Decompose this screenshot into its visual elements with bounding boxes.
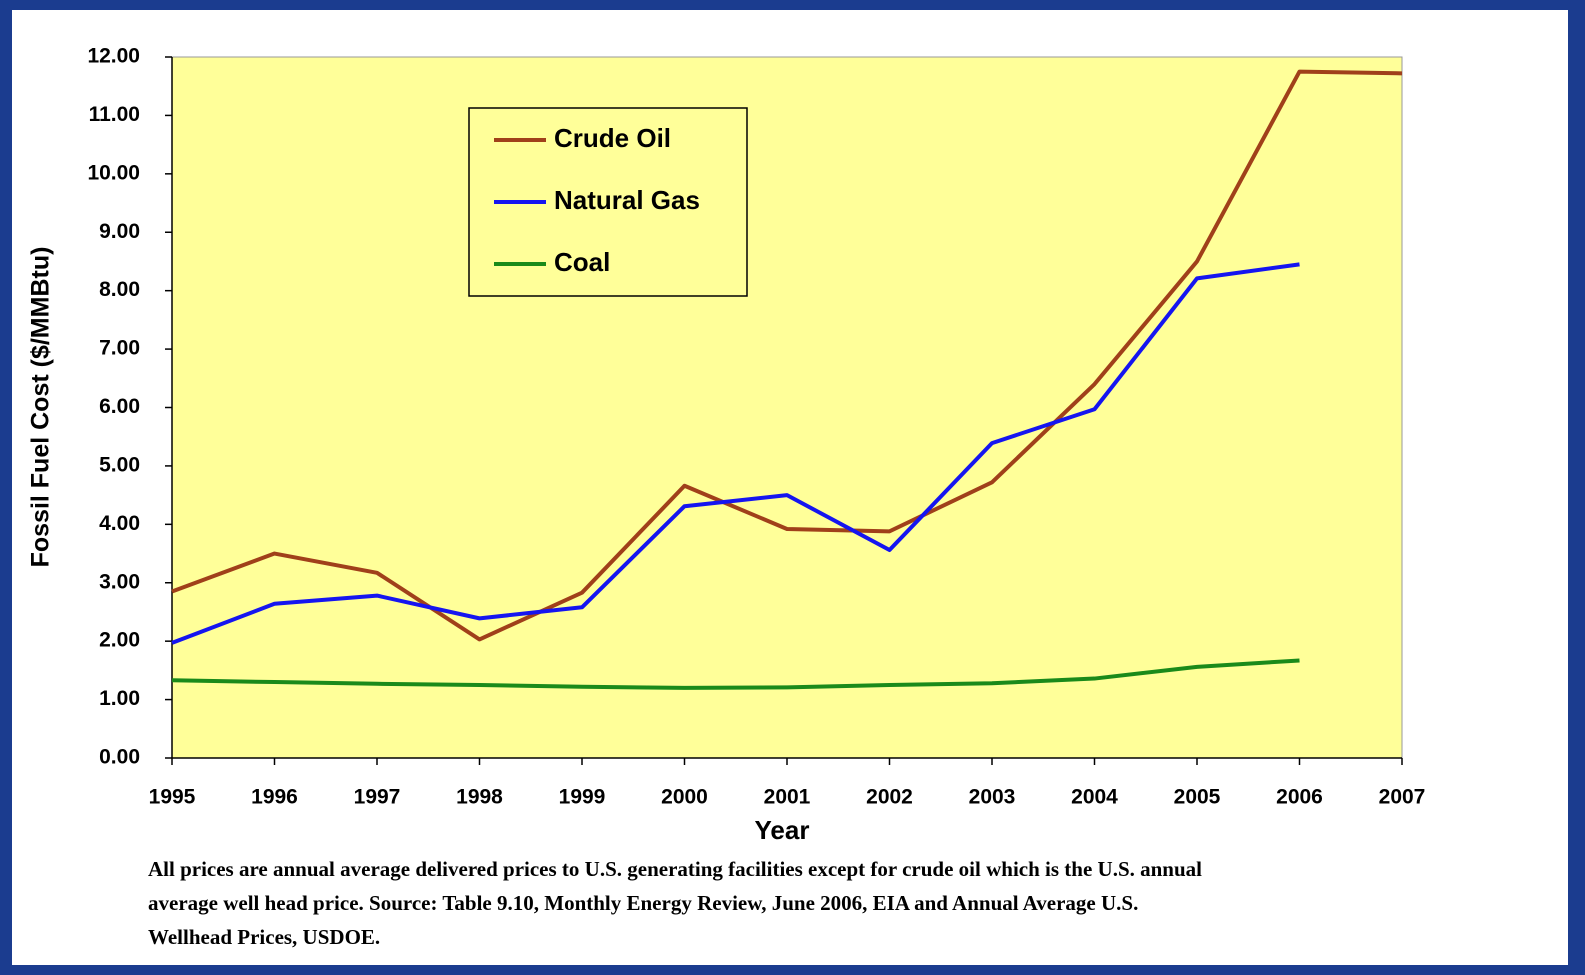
x-tick-label: 1998 [456, 786, 503, 809]
x-tick-label: 2000 [661, 786, 708, 809]
y-tick-label: 11.00 [89, 103, 140, 126]
y-tick-label: 6.00 [99, 395, 140, 418]
x-tick-label: 2005 [1174, 786, 1221, 809]
footnote: average well head price. Source: Table 9… [148, 891, 1138, 915]
y-axis-label: Fossil Fuel Cost ($/MMBtu) [27, 247, 55, 568]
series-line [171, 69, 1403, 642]
x-tick-label: 1995 [149, 786, 196, 809]
x-tick-label: 2001 [764, 786, 811, 809]
y-tick-label: 12.00 [87, 45, 140, 68]
x-tick-label: 1996 [251, 786, 298, 809]
y-tick-label: 8.00 [99, 278, 140, 301]
x-tick-label: 1997 [354, 786, 401, 809]
y-tick-label: 1.00 [99, 687, 140, 710]
x-tick-label: 2004 [1071, 786, 1118, 809]
y-tick-label: 4.00 [99, 512, 140, 535]
legend-label: Natural Gas [554, 185, 700, 215]
y-tick-label: 2.00 [99, 629, 140, 652]
legend-label: Crude Oil [554, 123, 671, 153]
plot-area [171, 56, 1403, 759]
x-axis-label: Year [755, 815, 810, 845]
x-tick-label: 2006 [1276, 786, 1323, 809]
footnote: Wellhead Prices, USDOE. [148, 925, 380, 949]
y-tick-label: 9.00 [99, 220, 140, 243]
x-tick-label: 2003 [969, 786, 1016, 809]
x-tick-label: 2007 [1379, 786, 1426, 809]
y-tick-label: 10.00 [87, 161, 140, 184]
footnote: All prices are annual average delivered … [148, 857, 1202, 881]
series-line [171, 262, 1300, 645]
legend-label: Coal [554, 247, 610, 277]
series-line [171, 658, 1300, 690]
y-tick-label: 3.00 [99, 570, 140, 593]
x-tick-label: 2002 [866, 786, 913, 809]
y-tick-label: 0.00 [99, 746, 140, 769]
x-tick-label: 1999 [559, 786, 606, 809]
y-tick-label: 7.00 [99, 337, 140, 360]
y-tick-label: 5.00 [99, 453, 140, 476]
